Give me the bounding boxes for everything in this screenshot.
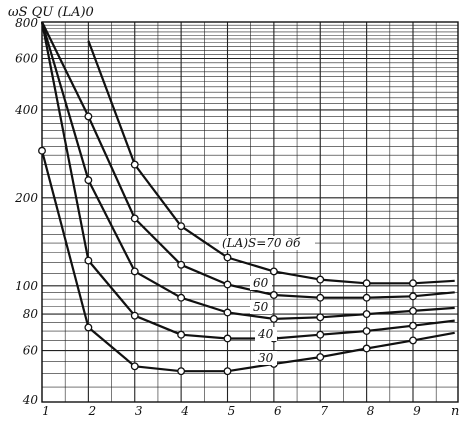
tick-labels: 40 60 80 100 200 400 600 800 1 2 3 4 5 6 7 8 9 [14,16,421,418]
data-point [269,314,278,323]
data-point [409,336,417,345]
series-label-background [255,327,277,341]
x-tick-label: 6 [274,404,282,418]
series-line [41,21,455,299]
data-point [177,260,186,269]
series-label: 60 [253,276,269,290]
data-point [130,160,139,169]
data-point [362,279,371,288]
data-point [316,353,325,362]
data-point [269,267,278,276]
y-tick-label: 60 [23,344,39,358]
series-lines [40,21,455,373]
data-point [409,292,417,301]
data-point [177,293,186,302]
series-markers [38,112,417,376]
series-line [40,21,455,340]
x-tick-label: 1 [42,404,50,418]
data-point [316,293,325,302]
data-point [130,362,139,371]
plot-frame [41,21,459,403]
data-point [362,293,371,302]
data-point [130,311,139,320]
data-point [38,146,46,155]
x-tick-label: 9 [413,404,421,418]
x-tick-label: 7 [320,404,328,418]
series-label: 40 [257,327,274,341]
data-point [409,279,417,288]
data-point [362,310,371,319]
series-label-background [250,300,272,314]
y-tick-label: 800 [15,16,38,30]
data-point [177,330,186,339]
data-point [84,323,93,332]
y-tick-label: 40 [22,393,39,407]
x-tick-label: 8 [367,404,375,418]
series-labels: (LA)S=70 дб 60 50 40 30 [219,236,315,365]
series-label-background [219,236,315,250]
y-tick-label: 200 [14,191,38,205]
data-point [84,112,93,121]
data-point [223,367,232,376]
data-point [177,367,186,376]
data-point [223,280,232,289]
data-point [84,176,93,185]
x-tick-label: 5 [228,404,236,418]
series-line [40,150,455,373]
y-axis-label: ωS QU (LA)0 [8,5,94,20]
y-tick-label: 400 [14,103,38,117]
data-point [223,308,232,317]
x-tick-label: 3 [135,404,143,418]
series-label: 50 [253,300,269,314]
data-point [316,275,325,284]
series-label: 30 [258,351,274,365]
data-point [130,267,139,276]
data-point [223,253,232,262]
data-point [409,321,417,330]
x-axis-label: n [451,404,459,419]
y-tick-label: 600 [15,51,38,65]
data-point [362,327,371,335]
data-point [269,291,278,299]
x-tick-label: 4 [180,404,189,418]
data-point [130,214,139,223]
series-label-background [255,351,277,365]
data-point [316,313,325,322]
series-label-background [250,276,272,290]
y-tick-label: 100 [15,279,38,293]
data-point [362,344,371,353]
series-line [40,21,455,320]
y-tick-label: 80 [23,307,39,321]
data-point [84,256,93,265]
data-point [177,222,186,231]
data-point [409,306,417,315]
x-tick-label: 2 [88,404,97,418]
series-label: (LA)S=70 дб [222,236,301,250]
data-point [316,330,325,339]
data-point [223,334,232,343]
